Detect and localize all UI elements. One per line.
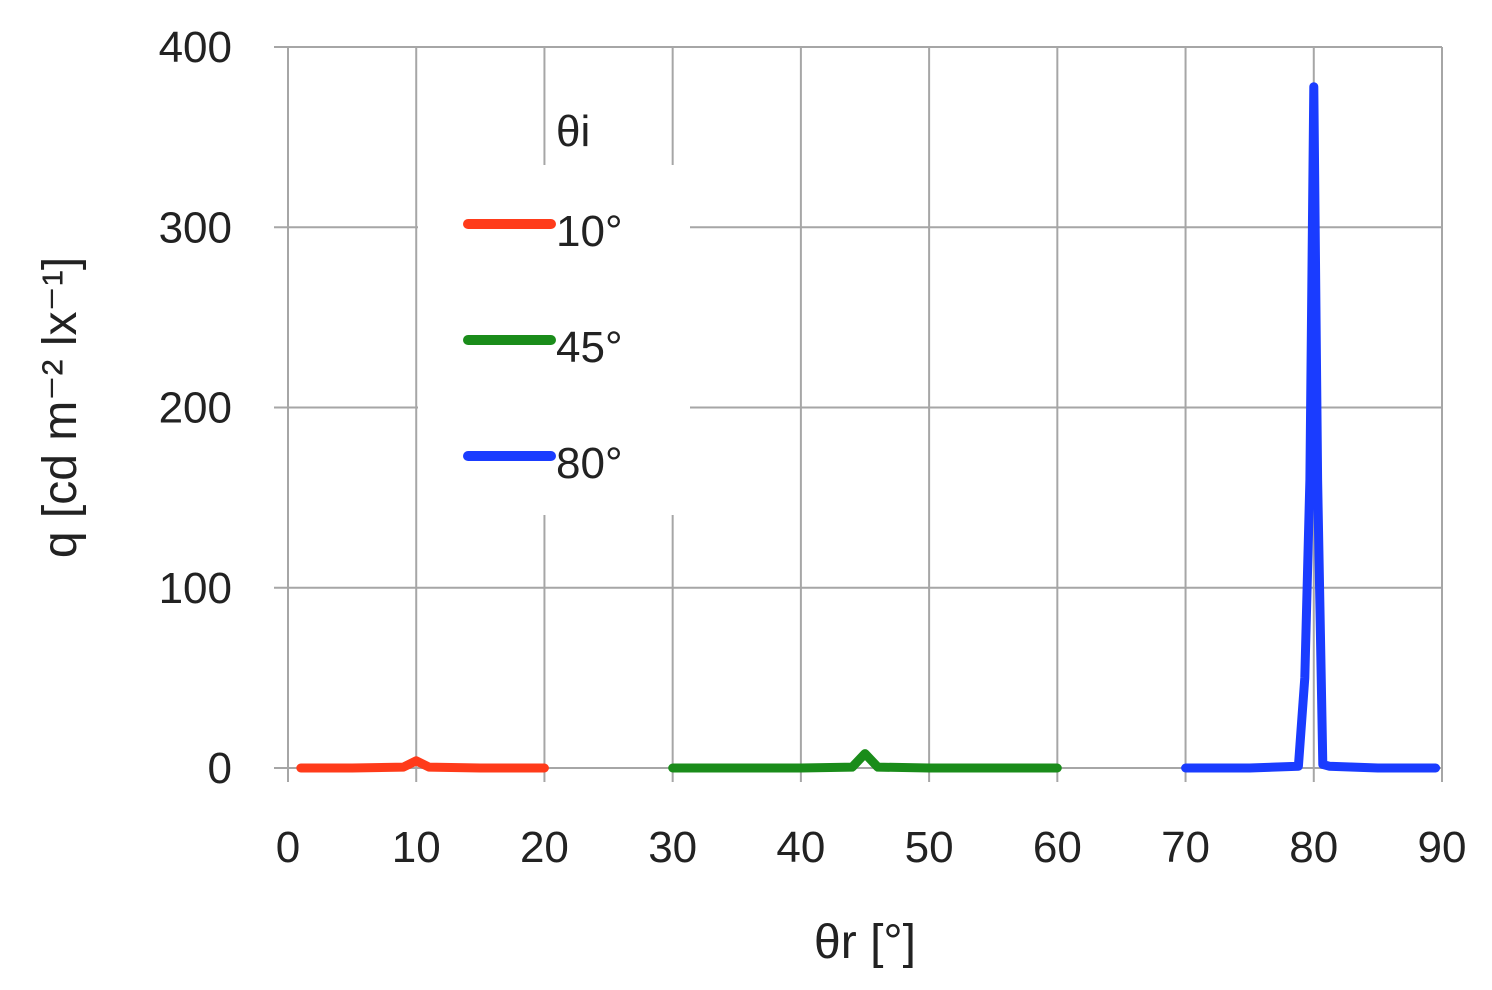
x-tick-label-3: 30 <box>648 823 697 872</box>
y-tick-label-2: 200 <box>159 384 232 433</box>
x-tick-label-9: 90 <box>1418 823 1467 872</box>
legend-label-0: 10° <box>556 207 623 256</box>
y-tick-label-3: 300 <box>159 203 232 252</box>
y-axis-label: q [cd m⁻² lx⁻¹] <box>34 257 87 558</box>
series-layer <box>296 82 1441 773</box>
y-tick-label-0: 0 <box>208 744 232 793</box>
series-line-0 <box>296 756 549 773</box>
legend-label-2: 80° <box>556 439 623 488</box>
legend-title: θi <box>556 107 590 156</box>
x-tick-label-0: 0 <box>276 823 300 872</box>
x-tick-label-2: 20 <box>520 823 569 872</box>
x-axis-label: θr [°] <box>814 916 916 969</box>
x-tick-label-1: 10 <box>392 823 441 872</box>
y-tick-label-1: 100 <box>159 564 232 613</box>
series-line-2 <box>1181 82 1441 773</box>
x-tick-label-8: 80 <box>1289 823 1338 872</box>
x-tick-label-7: 70 <box>1161 823 1210 872</box>
y-tick-label-4: 400 <box>159 23 232 72</box>
tick-labels: 0 10 20 30 40 50 60 70 80 90 0 100 200 300 400 <box>159 23 1467 872</box>
legend-label-1: 45° <box>556 323 623 372</box>
series-line-1 <box>668 749 1062 773</box>
x-tick-label-5: 50 <box>905 823 954 872</box>
x-tick-label-6: 60 <box>1033 823 1082 872</box>
legend: θi 10° 45° 80° <box>463 107 623 488</box>
x-tick-label-4: 40 <box>776 823 825 872</box>
legend-items: 10° 45° 80° <box>463 207 623 488</box>
